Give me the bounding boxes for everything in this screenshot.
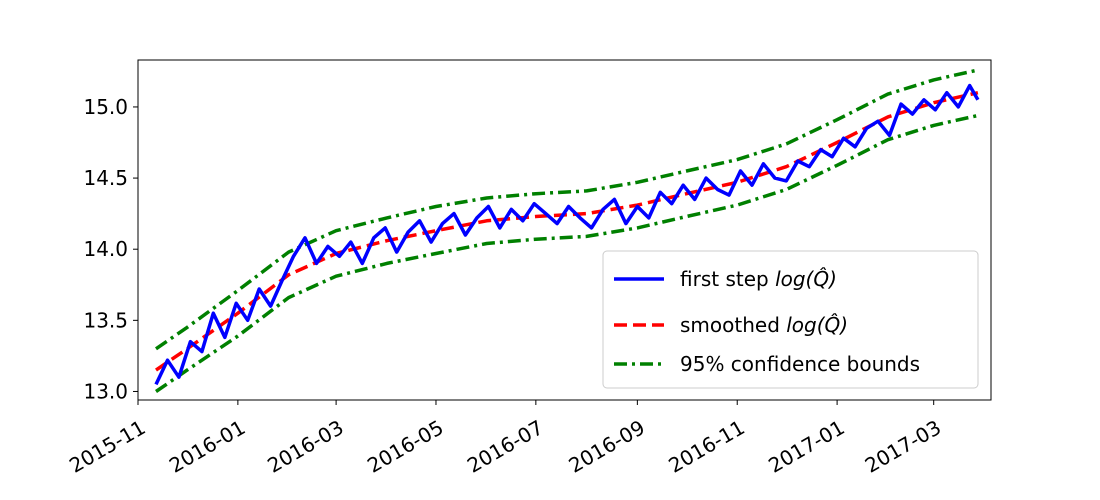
- y-tick-label: 13.0: [83, 379, 128, 403]
- y-tick-label: 13.5: [83, 308, 128, 332]
- x-tick-label: 2016-11: [664, 415, 748, 478]
- legend-label-confidence-bounds: 95% confidence bounds: [680, 352, 920, 376]
- x-tick-label: 2017-01: [764, 415, 848, 478]
- y-axis: 13.0 13.5 14.0 14.5 15.0: [83, 95, 138, 403]
- series-line-2: [155, 68, 979, 351]
- x-tick-label: 2016-01: [165, 415, 249, 478]
- x-tick-label: 2016-03: [263, 415, 347, 478]
- series-layer: [154, 68, 980, 393]
- y-tick-label: 14.0: [83, 237, 128, 261]
- x-axis: 2015-11 2016-01 2016-03 2016-05 2016-07 2016-…: [65, 400, 945, 478]
- x-tick-label: 2015-11: [65, 415, 149, 478]
- x-tick-label: 2016-09: [564, 415, 648, 478]
- x-tick-label: 2016-07: [463, 415, 547, 478]
- plot-frame: [137, 59, 992, 401]
- series-line-0: [154, 83, 980, 386]
- legend: first step log(Q̂) smoothed log(Q̂) 95% …: [602, 250, 979, 389]
- legend-label-smoothed: smoothed log(Q̂): [680, 313, 848, 337]
- x-tick-label: 2017-03: [861, 415, 945, 478]
- x-tick-label: 2016-05: [363, 415, 447, 478]
- y-tick-label: 14.5: [83, 166, 128, 190]
- series-line-3: [155, 113, 979, 393]
- legend-label-first-step: first step log(Q̂): [680, 267, 837, 291]
- legend-box: [602, 250, 979, 389]
- y-tick-label: 15.0: [83, 95, 128, 119]
